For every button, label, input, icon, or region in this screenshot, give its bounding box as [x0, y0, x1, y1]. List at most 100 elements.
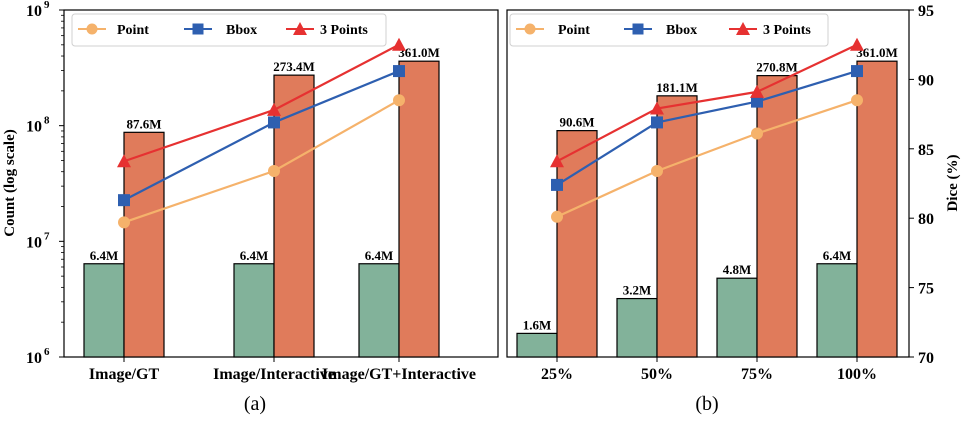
panel-b-line-bbox	[556, 70, 858, 186]
panel-b-marker-bbox	[851, 65, 863, 78]
panel-a-marker-point	[118, 216, 130, 229]
panel-a-bar-total	[123, 131, 165, 358]
panel-a-line-bbox	[123, 70, 400, 202]
panel-b-bar-total	[856, 60, 898, 358]
legend-point-marker	[524, 23, 536, 35]
panel-b-x-tick-label: 50%	[641, 366, 673, 383]
panel-b-marker-3-points	[550, 154, 564, 168]
legend-3points-label: 3 Points	[763, 23, 811, 38]
panel-b-bars: 1.6M 3.2M 4.8M 6.4M 90.6M 181.1M 270.8M 361.0M	[516, 45, 898, 358]
panel-a-marker-bbox	[118, 194, 130, 207]
legend-bbox-marker	[632, 23, 644, 35]
panel-a-bar-total	[273, 74, 315, 358]
panel-b-marker-point	[751, 127, 763, 140]
panel-a-marker-bbox	[268, 116, 280, 129]
panel-b-label: (b)	[695, 393, 718, 415]
panel-b-line-point	[556, 99, 858, 218]
panel-a-marker-bbox	[393, 65, 405, 78]
legend-point-label: Point	[117, 23, 149, 38]
panel-b-plot-frame	[506, 9, 910, 358]
panel-a-y-tick-label: 10	[26, 119, 42, 136]
panel-a-marker-3-points	[117, 154, 131, 168]
panel-a-legend-box	[71, 13, 387, 47]
panel-a-y-tick-label: 10	[26, 350, 42, 367]
panel-b-x-tick-label: 75%	[741, 366, 773, 383]
legend-3points-marker	[293, 22, 307, 35]
panel-a-y-tick-exponent: 7	[44, 230, 50, 242]
panel-b-y-tick-label: 70	[918, 350, 934, 367]
panel-b-marker-3-points	[750, 84, 764, 98]
panel-b-line-3-points	[556, 43, 858, 163]
panel-b-marker-3-points	[850, 37, 864, 51]
panel-a-legend: Point Bbox 3 Points	[71, 13, 387, 47]
panel-b-ylabel: Dice (%)	[945, 154, 961, 211]
panel-a-x-tick-label: Image/Interactive	[213, 366, 335, 383]
panel-a-label: (a)	[244, 393, 266, 415]
panel-a-y-tick-exponent: 6	[44, 346, 50, 358]
panel-a-y-tick-label: 10	[26, 234, 42, 251]
panel-b-bar-label: 3.2M	[623, 283, 652, 298]
panel-a-ylabel: Count (log scale)	[2, 129, 18, 237]
legend-bbox-label: Bbox	[226, 23, 257, 38]
panel-a-bar-label: 6.4M	[365, 248, 394, 263]
panel-a-bar-label: 6.4M	[90, 248, 119, 263]
panel-a-x-tick-label: Image/GT	[89, 366, 160, 383]
panel-b-marker-point	[551, 210, 563, 223]
panel-b-marker-point	[851, 94, 863, 107]
panel-b-y-tick-label: 80	[918, 211, 934, 228]
panel-a-bar-label: 361.0M	[398, 45, 440, 60]
panel-a-bar-label: 273.4M	[273, 59, 315, 74]
panel-b-marker-bbox	[651, 116, 663, 129]
panel-a-y-tick-exponent: 8	[44, 115, 50, 127]
panel-a-lines	[117, 37, 406, 229]
panel-b-bar-gt	[516, 332, 558, 358]
panel-a-bar-label: 6.4M	[240, 248, 269, 263]
panel-a-axes: Image/GT Image/InteractiveImage/GT+Intera…	[26, 0, 476, 383]
panel-b-y-tick-label: 90	[918, 72, 934, 89]
panel-b-y-tick-label: 75	[918, 281, 934, 298]
legend-bbox-label: Bbox	[666, 23, 697, 38]
panel-b-bar-label: 6.4M	[823, 248, 852, 263]
panel-b-marker-bbox	[751, 95, 763, 108]
panel-b-lines	[550, 37, 864, 223]
panel-b-bar-total	[556, 130, 598, 358]
panel-b-bar-total	[656, 95, 698, 358]
panel-a-marker-3-points	[392, 37, 406, 51]
panel-a-bar-total	[398, 60, 440, 358]
panel-a: 6.4M 6.4M 6.4M 87.6M 273.4M 361.0M Image/GT Im…	[2, 0, 499, 415]
panel-a-bar-gt	[83, 263, 125, 358]
panel-b-bar-label: 90.6M	[559, 115, 594, 130]
panel-b-bar-gt	[716, 277, 758, 358]
panel-b-bar-label: 270.8M	[756, 60, 798, 75]
legend-3points-label: 3 Points	[320, 23, 368, 38]
panel-a-bar-label: 87.6M	[126, 116, 161, 131]
panel-b-x-tick-label: 100%	[837, 366, 877, 383]
panel-b-bar-label: 361.0M	[856, 45, 898, 60]
panel-b-y-tick-label: 85	[918, 142, 934, 159]
legend-point-marker	[86, 23, 98, 35]
panel-a-marker-3-points	[267, 102, 281, 116]
panel-b: 1.6M3.2M4.8M6.4M90.6M181.1M270.8M361.0M …	[506, 3, 961, 415]
panel-b-legend-box	[509, 13, 829, 47]
panel-a-y-tick-label: 10	[26, 3, 42, 20]
panel-a-bars: 6.4M 6.4M 6.4M 87.6M 273.4M 361.0M	[83, 45, 440, 358]
panel-a-line-3-points	[123, 43, 400, 163]
legend-point-label: Point	[558, 23, 590, 38]
panel-a-line-point	[123, 99, 400, 224]
panel-a-bar-gt	[358, 263, 400, 358]
panel-b-legend: Point Bbox 3 Points	[509, 13, 829, 47]
panel-a-marker-point	[268, 165, 280, 178]
panel-b-bar-label: 4.8M	[723, 262, 752, 277]
panel-a-bar-gt	[233, 263, 275, 358]
legend-3points-marker	[736, 22, 750, 35]
legend-bbox-marker	[192, 23, 204, 35]
panel-b-bar-gt	[816, 263, 858, 358]
panel-a-y-tick-exponent: 9	[44, 0, 50, 11]
panel-b-marker-3-points	[650, 101, 664, 115]
panel-b-axes: 25% 50% 75% 100% 70 75 80 85 90 95	[541, 3, 934, 383]
panel-b-x-tick-label: 25%	[541, 366, 573, 383]
panel-b-y-tick-label: 95	[918, 3, 934, 20]
panel-a-marker-point	[393, 94, 405, 107]
panel-b-marker-bbox	[551, 178, 563, 191]
